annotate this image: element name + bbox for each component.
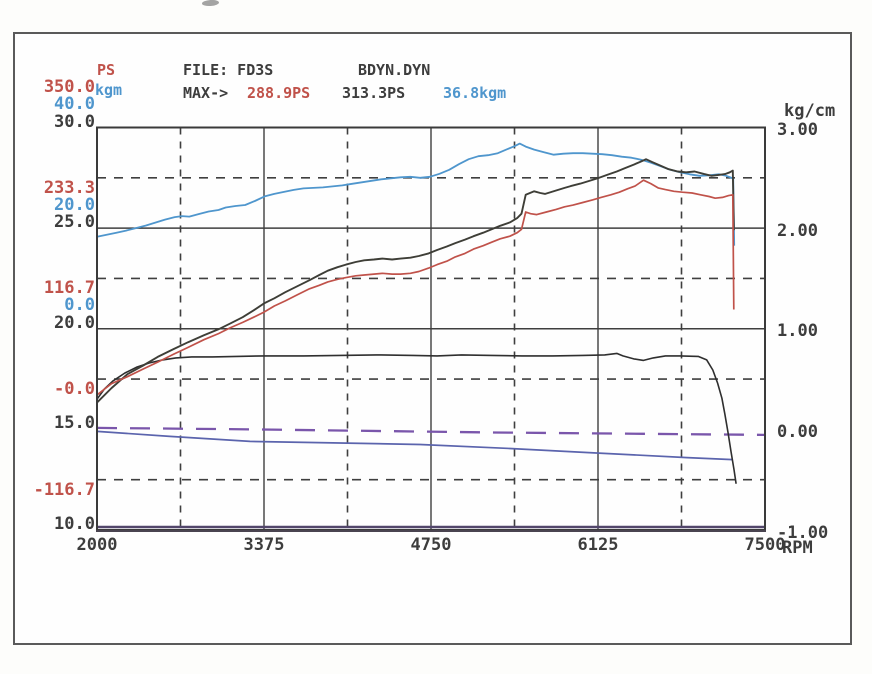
series-torque-kgm bbox=[96, 142, 736, 246]
left-tick-black-30.0: 30.0 bbox=[54, 111, 95, 132]
file-label: FILE: FD3S bbox=[183, 61, 274, 79]
x-tick-rpm-2000: 2000 bbox=[76, 535, 118, 555]
right-tick-kgcm-0.00: 0.00 bbox=[777, 421, 818, 442]
left-tick-black-15.0: 15.0 bbox=[54, 413, 95, 434]
right-tick-kgcm-1.00: 1.00 bbox=[777, 321, 818, 342]
x-tick-rpm-6125: 6125 bbox=[577, 535, 619, 555]
max-ps-measured-value: 288.9PS bbox=[247, 84, 311, 102]
right-tick-kgcm-2.00: 2.00 bbox=[777, 220, 818, 241]
series-power-measured-ps bbox=[96, 179, 735, 396]
left-tick-kgm-20.0: 20.0 bbox=[54, 194, 95, 215]
right-tick-kgcm-3.00: 3.00 bbox=[777, 120, 818, 140]
left-tick-black-25.0: 25.0 bbox=[54, 212, 95, 233]
x-tick-rpm-4750: 4750 bbox=[410, 535, 452, 555]
left-tick-black-20.0: 20.0 bbox=[54, 312, 95, 333]
left-tick-ps-350.0: 350.0 bbox=[43, 77, 95, 97]
right-axis-unit-label: kg/cm bbox=[784, 101, 836, 121]
series-boost-pressure-kgcm bbox=[96, 352, 737, 484]
series-reference-solid-slate bbox=[96, 430, 733, 461]
series-reference-dashed-purple bbox=[96, 426, 766, 437]
left-tick-ps--116.7: -116.7 bbox=[33, 479, 95, 500]
series-power-corrected-ps bbox=[96, 158, 735, 404]
left-tick-ps-233.3: 233.3 bbox=[43, 177, 95, 198]
x-tick-rpm-7500: 7500 bbox=[744, 535, 786, 555]
ps-axis-legend: PS bbox=[97, 61, 116, 79]
left-tick-kgm-40.0: 40.0 bbox=[54, 94, 95, 114]
dyn-file-label: BDYN.DYN bbox=[358, 61, 431, 79]
left-tick-kgm-0.0: 0.0 bbox=[64, 295, 95, 316]
right-tick-kgcm--1.00: -1.00 bbox=[777, 522, 829, 543]
page-frame bbox=[13, 32, 852, 645]
max-label: MAX-> bbox=[183, 84, 229, 102]
left-tick-ps--0.0: -0.0 bbox=[54, 378, 95, 399]
left-tick-black-10.0: 10.0 bbox=[54, 514, 95, 534]
x-axis-unit-label: RPM bbox=[782, 538, 813, 558]
kgm-axis-legend: kgm bbox=[95, 81, 123, 99]
x-tick-rpm-3375: 3375 bbox=[243, 535, 285, 555]
max-ps-corrected-value: 313.3PS bbox=[342, 84, 406, 102]
left-tick-ps-116.7: 116.7 bbox=[43, 278, 95, 299]
max-torque-value: 36.8kgm bbox=[443, 84, 507, 102]
